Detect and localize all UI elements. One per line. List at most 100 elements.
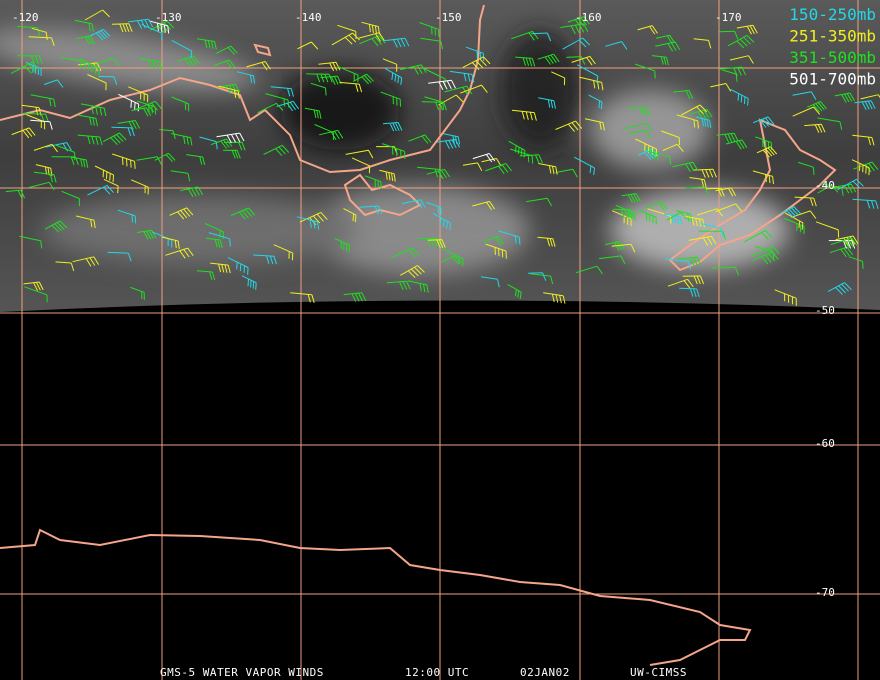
wind-barb [359,205,383,215]
wind-barb [30,119,53,130]
wind-barb [131,179,149,195]
wind-barb [792,91,817,100]
wind-barb [169,207,194,220]
wind-barb [715,203,742,213]
wind-barb [343,208,357,223]
wind-barb [61,190,80,206]
wind-barb [417,166,442,178]
wind-barb [736,24,758,35]
wind-barb [117,120,141,130]
footer-text: 12:00 UTC [405,666,469,679]
wind-barb [334,237,350,253]
wind-barb [358,32,385,42]
wind-barb [205,237,223,249]
wind-barb [835,235,859,246]
wind-barb [784,217,805,234]
wind-barb [10,61,40,74]
wind-barb [24,286,48,303]
wind-barb [428,79,456,91]
wind-barb [752,251,779,265]
wind-barb [171,39,193,59]
wind-barb [829,246,853,258]
wind-barb [574,156,595,176]
wind-barb [171,133,193,146]
footer-text: 02JAN02 [520,666,570,679]
wind-barb [638,209,657,225]
wind-barb [579,76,604,91]
wind-barb [265,93,290,108]
wind-barb [860,94,880,100]
wind-barb [727,34,755,49]
wind-barb [381,143,406,160]
wind-barb [613,208,635,218]
wind-barb [730,55,754,64]
wind-barb [682,275,705,285]
wind-barb [807,101,827,113]
wind-barb [680,104,708,116]
wind-barb [306,73,333,83]
wind-barb [253,254,277,265]
wind-barb [662,143,684,152]
wind-barb [538,163,558,175]
longitude-label: -140 [295,11,322,24]
longitude-label: -130 [155,11,182,24]
footer: GMS-5 WATER VAPOR WINDS 12:00 UTC 02JAN02 U… [160,666,687,679]
wind-barb [299,211,328,226]
wind-barb [443,133,461,145]
wind-barb [584,118,605,131]
wind-barb [159,129,176,139]
wind-barb [689,177,707,188]
wind-barb [79,58,100,76]
wind-barb [528,272,547,281]
wind-barb [210,138,233,149]
wind-barb [693,38,712,49]
wind-barb [218,83,241,94]
wind-barb [17,25,41,36]
wind-barb [359,35,386,47]
wind-barb [752,170,774,185]
wind-barb [339,81,363,93]
wind-barb [33,143,59,153]
wind-barb [383,37,410,48]
wind-barb [417,238,442,247]
wind-barb [385,68,403,85]
wind-barb [128,18,154,29]
wind-barb [560,23,589,35]
wind-barb [611,210,632,227]
latitude-label: -70 [815,586,835,599]
wind-barb [210,262,231,274]
wind-barb [246,61,271,71]
wind-barb [78,114,98,127]
wind-barb [213,59,236,69]
legend-entry: 150-250mb [789,5,876,24]
footer-text: UW-CIMSS [630,666,687,679]
wind-barb [424,96,444,110]
wind-barb [716,132,739,143]
wind-barb [530,273,554,285]
wind-barb [722,69,738,82]
wind-barb [54,144,76,160]
wind-barb [111,23,133,33]
wind-barb [241,275,257,290]
wind-barb [854,100,876,111]
wind-barb [655,41,681,52]
wind-barb [635,138,657,157]
wind-barb [76,215,96,229]
wind-barb [118,93,140,112]
wind-barb [575,265,603,275]
wind-barb [87,74,107,91]
wind-barb [555,120,583,132]
wind-barb [637,25,658,35]
wind-barb [139,58,163,70]
wind-barb [98,76,118,85]
wind-barb [161,236,180,249]
wind-barb [180,186,204,197]
wind-barb [676,114,699,129]
wind-barb [780,206,801,218]
wind-barb [526,197,553,207]
wind-barb [667,278,694,289]
wind-barb [230,207,256,220]
wind-barb [25,62,42,76]
wind-barb [438,94,464,106]
wind-barb [28,36,55,47]
